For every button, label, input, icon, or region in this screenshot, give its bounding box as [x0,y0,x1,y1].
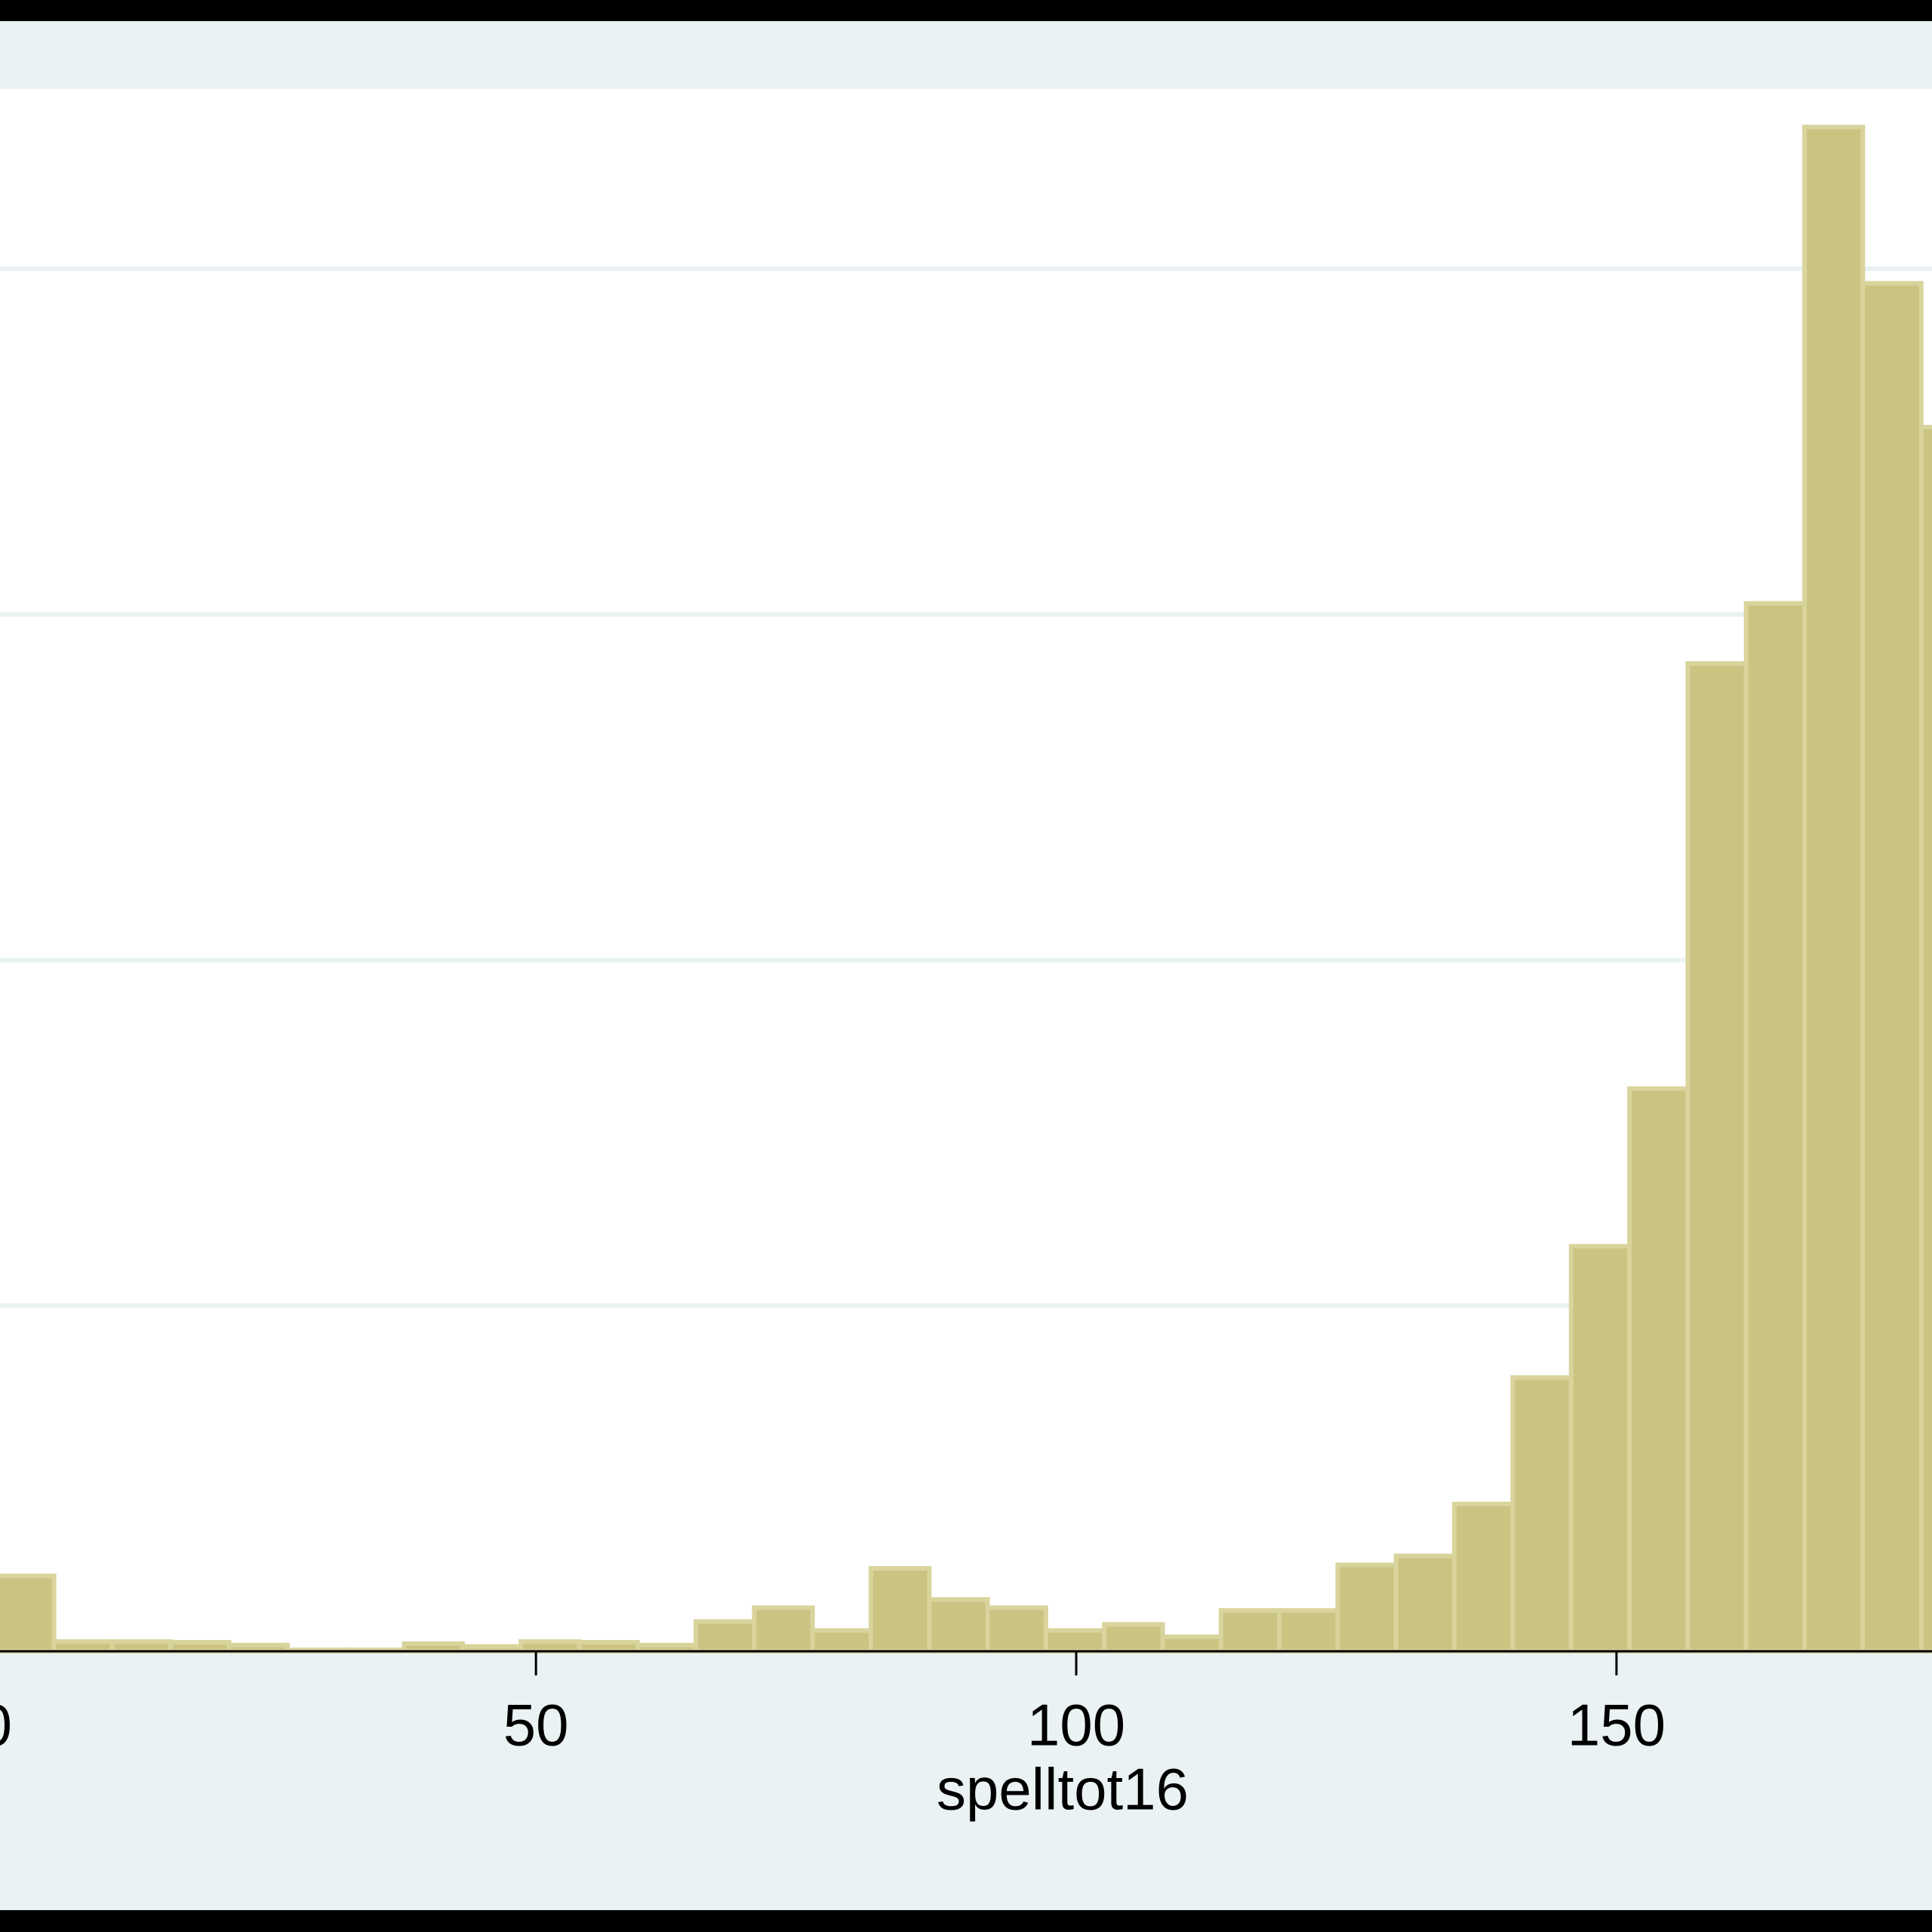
bar [1627,1086,1690,1654]
x-tick-label: 50 [503,1692,569,1758]
x-axis-title: spelltot16 [937,1756,1189,1823]
bar [752,1605,815,1654]
bar [51,1639,115,1654]
bar [577,1640,640,1654]
bar [1860,281,1924,1654]
bar [1743,601,1807,1654]
bar [869,1566,932,1654]
bar [1218,1607,1282,1654]
bar [810,1628,874,1654]
bar [109,1639,174,1654]
bar [1510,1375,1574,1654]
bar [1277,1607,1340,1654]
bar [518,1639,582,1654]
bar [401,1641,465,1654]
x-tick-label: 0 [0,1692,12,1758]
bar [168,1640,232,1654]
bar [694,1619,757,1654]
bar [1685,661,1749,1654]
bar [1160,1634,1223,1654]
bar [1918,424,1932,1654]
bar [0,1574,57,1654]
bar [1335,1562,1398,1654]
bar [1102,1622,1165,1654]
bar [1043,1628,1107,1654]
bar [1452,1501,1515,1654]
bar [927,1597,990,1654]
bar [1802,125,1866,1654]
bar [1568,1244,1632,1654]
x-tick-label: 150 [1567,1692,1666,1758]
bar [1393,1553,1457,1654]
bar [985,1605,1048,1654]
x-tick-label: 100 [1027,1692,1125,1758]
